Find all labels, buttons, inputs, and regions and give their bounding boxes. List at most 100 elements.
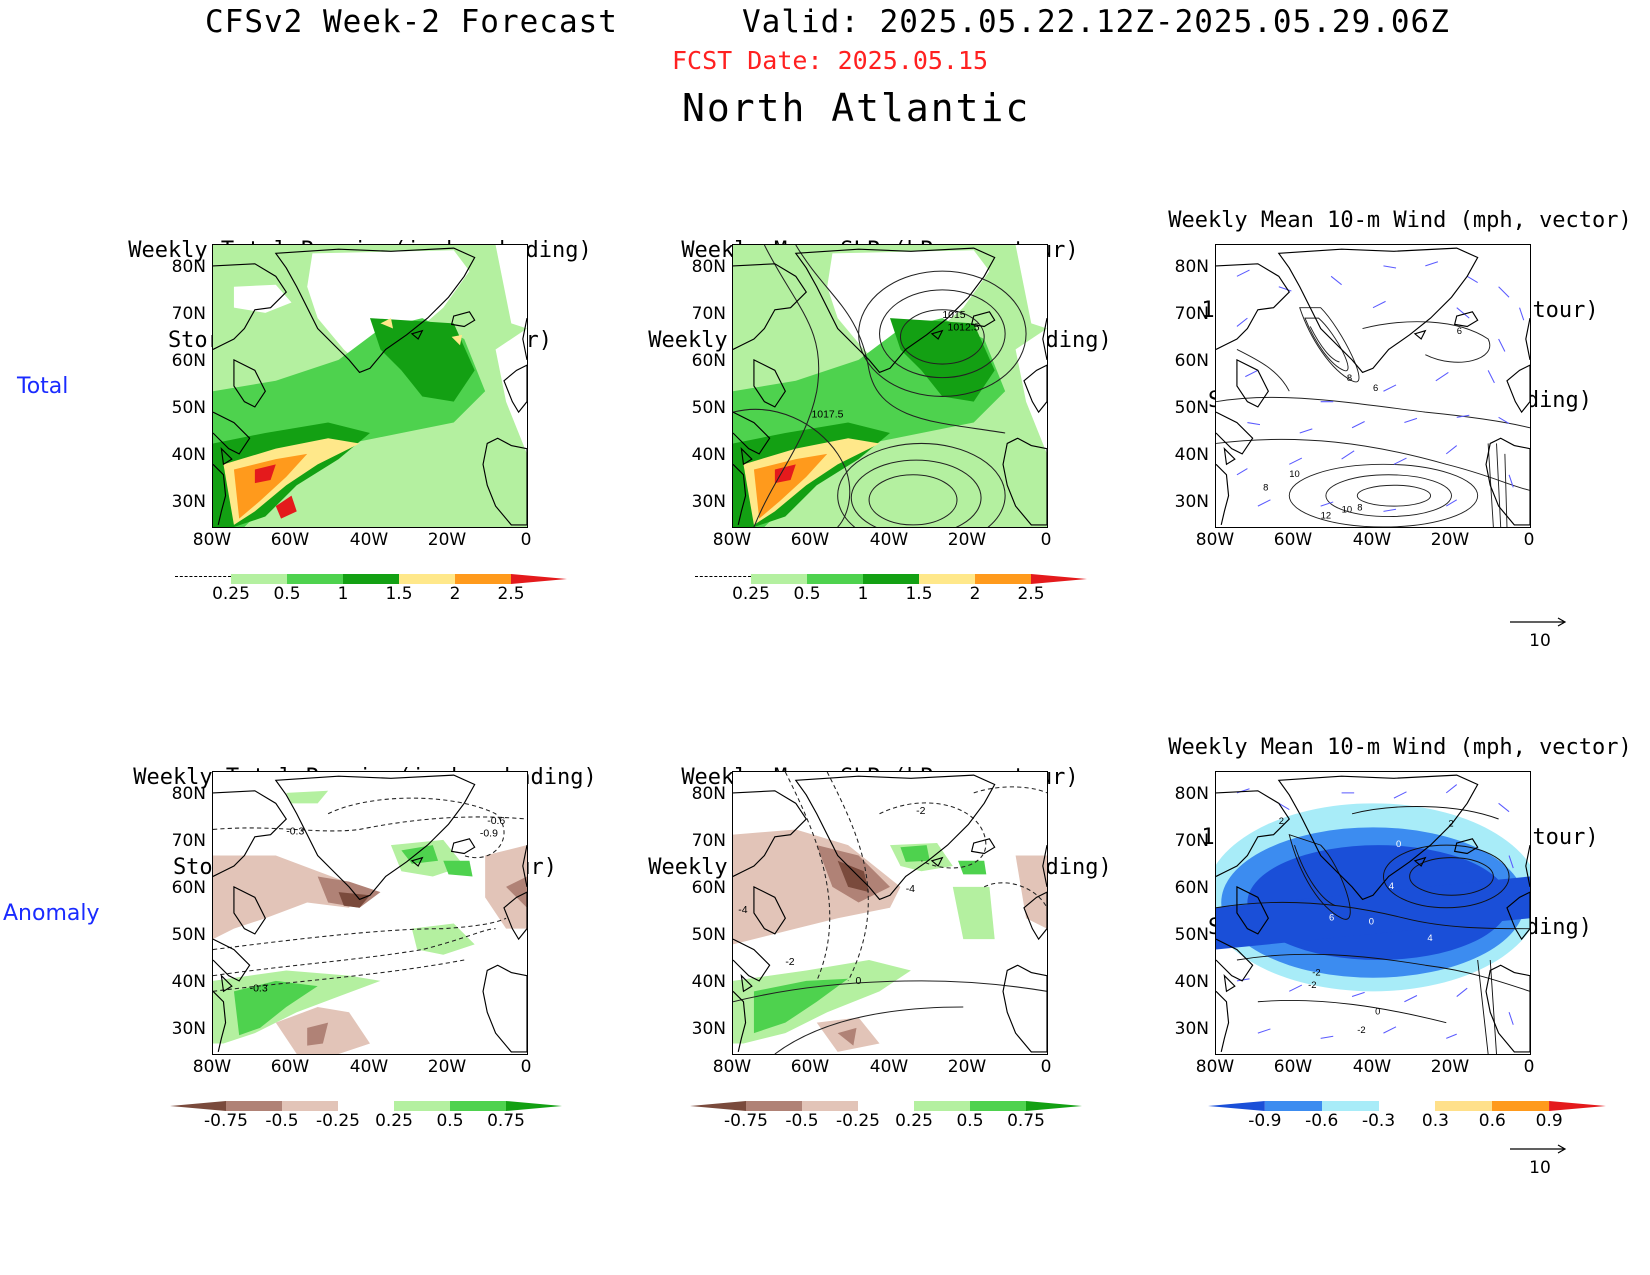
contour-label: -2 — [1357, 1024, 1365, 1035]
colorbar-label: 1 — [857, 584, 869, 604]
colorbar-swatch — [1549, 1101, 1606, 1111]
colorbar-label: -0.25 — [836, 1111, 880, 1131]
lat-tick-label: 60N — [691, 878, 726, 898]
lat-tick-label: 70N — [691, 304, 726, 324]
lon-tick-label: 40W — [869, 1057, 909, 1077]
colorbar-swatch — [690, 1101, 746, 1111]
lon-tick-label: 20W — [427, 1057, 467, 1077]
contour-label: 0 — [1396, 838, 1401, 849]
arrow-right-icon — [1510, 617, 1567, 627]
contour-label: 1015 — [942, 310, 965, 321]
colorbar-swatch — [975, 574, 1031, 584]
lon-tick-label: 60W — [270, 530, 310, 550]
lat-tick-label: 40N — [1174, 972, 1209, 992]
lat-tick-label: 60N — [171, 878, 206, 898]
contour-label: -2 — [916, 806, 925, 817]
colorbar-label: -0.5 — [265, 1111, 299, 1131]
colorbar-swatch — [287, 574, 343, 584]
contour-label: 0 — [1369, 915, 1374, 926]
lat-tick-label: 40N — [171, 445, 206, 465]
lon-tick-label: 20W — [1430, 1057, 1470, 1077]
lat-tick-label: 50N — [691, 925, 726, 945]
contour-label: 0 — [1375, 1005, 1380, 1016]
valid-period: Valid: 2025.05.22.12Z-2025.05.29.06Z — [742, 4, 1450, 40]
page-title: CFSv2 Week-2 Forecast — [205, 4, 618, 40]
map-anom-slp-svg: -2 -4 -4 -2 0 — [733, 772, 1047, 1054]
colorbar-swatch — [170, 1101, 226, 1111]
lat-tick-label: 80N — [691, 257, 726, 277]
map-total-slp: 1015 1012.5 1017.5 — [732, 244, 1048, 528]
contour-label: 1017.5 — [812, 409, 844, 420]
colorbar-swatch — [506, 1101, 562, 1111]
row-label-total: Total — [17, 374, 69, 399]
colorbar-label: 0.9 — [1535, 1111, 1563, 1131]
map-total-wind-svg: 8 6 6 10 8 12 10 8 — [1216, 247, 1530, 527]
colorbar-swatch — [970, 1101, 1026, 1111]
contour-label: -2 — [785, 957, 794, 968]
colorbar-label: 0.75 — [487, 1111, 525, 1131]
contour-label: 12 — [1321, 510, 1331, 521]
colorbar-swatch — [231, 574, 287, 584]
lat-tick-label: 30N — [691, 492, 726, 512]
colorbar-swatch — [226, 1101, 282, 1111]
lat-tick-label: 30N — [1174, 1019, 1209, 1039]
lat-tick-label: 70N — [691, 831, 726, 851]
lat-tick-label: 50N — [171, 925, 206, 945]
contour-label: 0 — [855, 976, 861, 987]
row-label-anomaly: Anomaly — [3, 901, 100, 926]
lat-tick-label: 30N — [171, 1019, 206, 1039]
colorbar-label: 0.6 — [1478, 1111, 1506, 1131]
lat-tick-label: 70N — [1174, 304, 1209, 324]
colorbar-swatch — [1026, 1101, 1082, 1111]
lon-tick-label: 40W — [349, 1057, 389, 1077]
lon-tick-label: 60W — [1273, 530, 1313, 550]
lon-tick-label: 80W — [712, 530, 752, 550]
colorbar-swatches — [695, 574, 1087, 584]
contour-label: 10 — [1342, 503, 1352, 514]
colorbar-swatch — [1321, 1101, 1379, 1111]
colorbar-precip-total-1: 0.25 0.5 1 1.5 2 2.5 — [175, 574, 567, 604]
lon-tick-label: 20W — [1430, 530, 1470, 550]
lat-tick-label: 80N — [691, 784, 726, 804]
colorbar-swatch — [751, 574, 807, 584]
colorbar-swatch — [695, 576, 751, 583]
lat-tick-label: 60N — [171, 351, 206, 371]
lat-tick-label: 40N — [691, 445, 726, 465]
lat-tick-label: 80N — [1174, 784, 1209, 804]
arrow-right-icon — [1510, 1144, 1567, 1154]
contour-label: -4 — [738, 905, 747, 916]
lon-tick-label: 20W — [947, 530, 987, 550]
lat-tick-label: 30N — [1174, 492, 1209, 512]
contour-label: 8 — [1347, 372, 1352, 383]
colorbar-swatch — [914, 1101, 970, 1111]
colorbar-swatch — [863, 574, 919, 584]
lon-tick-label: 20W — [947, 1057, 987, 1077]
colorbar-track-anom: -0.9 -0.6 -0.3 0.3 0.6 0.9 — [1208, 1101, 1606, 1131]
lat-tick-label: 70N — [1174, 831, 1209, 851]
lon-tick-label: 80W — [712, 1057, 752, 1077]
colorbar-label: 2 — [969, 584, 981, 604]
colorbar-swatch — [343, 574, 399, 584]
lon-tick-label: 40W — [869, 530, 909, 550]
colorbar-swatches — [690, 1101, 1082, 1111]
lat-tick-label: 40N — [1174, 445, 1209, 465]
panel-title-line1: Weekly Mean 10-m Wind (mph, vector) — [1168, 208, 1632, 233]
colorbar-swatch — [455, 574, 511, 584]
contour-label: -0.6 — [487, 816, 505, 827]
colorbar-swatch — [282, 1101, 338, 1111]
colorbar-label: 0.5 — [956, 1111, 984, 1131]
colorbar-swatch — [1435, 1101, 1493, 1111]
contour-label: 8 — [1263, 481, 1268, 492]
lon-tick-label: 80W — [1195, 530, 1235, 550]
colorbar-swatch — [1031, 574, 1087, 584]
colorbar-label: 0.5 — [273, 584, 301, 604]
colorbar-precip-total-2: 0.25 0.5 1 1.5 2 2.5 — [695, 574, 1087, 604]
contour-label: 10 — [1289, 468, 1299, 479]
lat-tick-label: 50N — [1174, 925, 1209, 945]
vector-key-label: 10 — [1529, 1158, 1551, 1178]
lat-tick-label: 60N — [1174, 351, 1209, 371]
map-total-wind: 8 6 6 10 8 12 10 8 — [1215, 244, 1531, 528]
lon-tick-label: 80W — [192, 1057, 232, 1077]
lat-tick-label: 80N — [171, 784, 206, 804]
lat-tick-label: 50N — [691, 398, 726, 418]
